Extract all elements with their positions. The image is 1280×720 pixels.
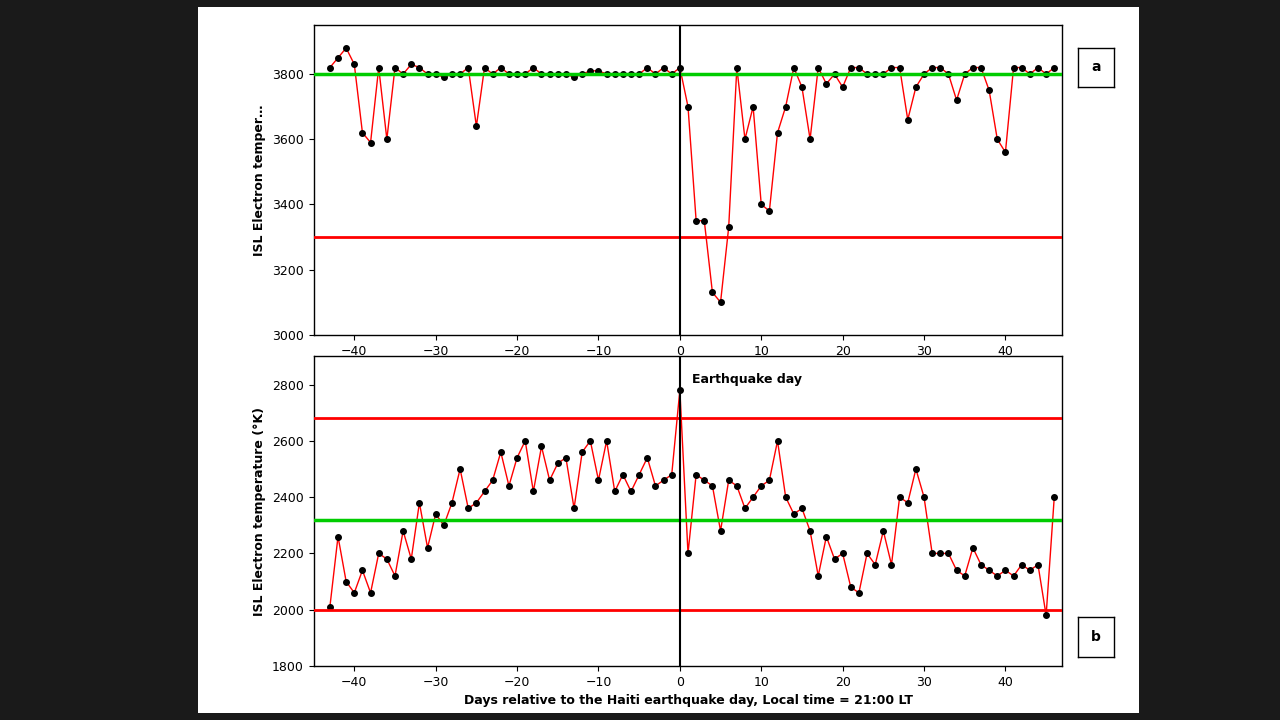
- Text: Earthquake day: Earthquake day: [692, 373, 803, 387]
- Text: b: b: [1091, 630, 1101, 644]
- X-axis label: Days relative to the Haiti earthquake day, Local time = 21:00 LT: Days relative to the Haiti earthquake da…: [463, 694, 913, 707]
- X-axis label: Days relative to the Haiti earthquake day, Local time = 10:00 LT: Days relative to the Haiti earthquake da…: [463, 363, 913, 376]
- Y-axis label: ISL Electron temperature (°K): ISL Electron temperature (°K): [253, 407, 266, 616]
- Text: a: a: [1091, 60, 1101, 74]
- Y-axis label: ISL Electron temper…: ISL Electron temper…: [253, 104, 266, 256]
